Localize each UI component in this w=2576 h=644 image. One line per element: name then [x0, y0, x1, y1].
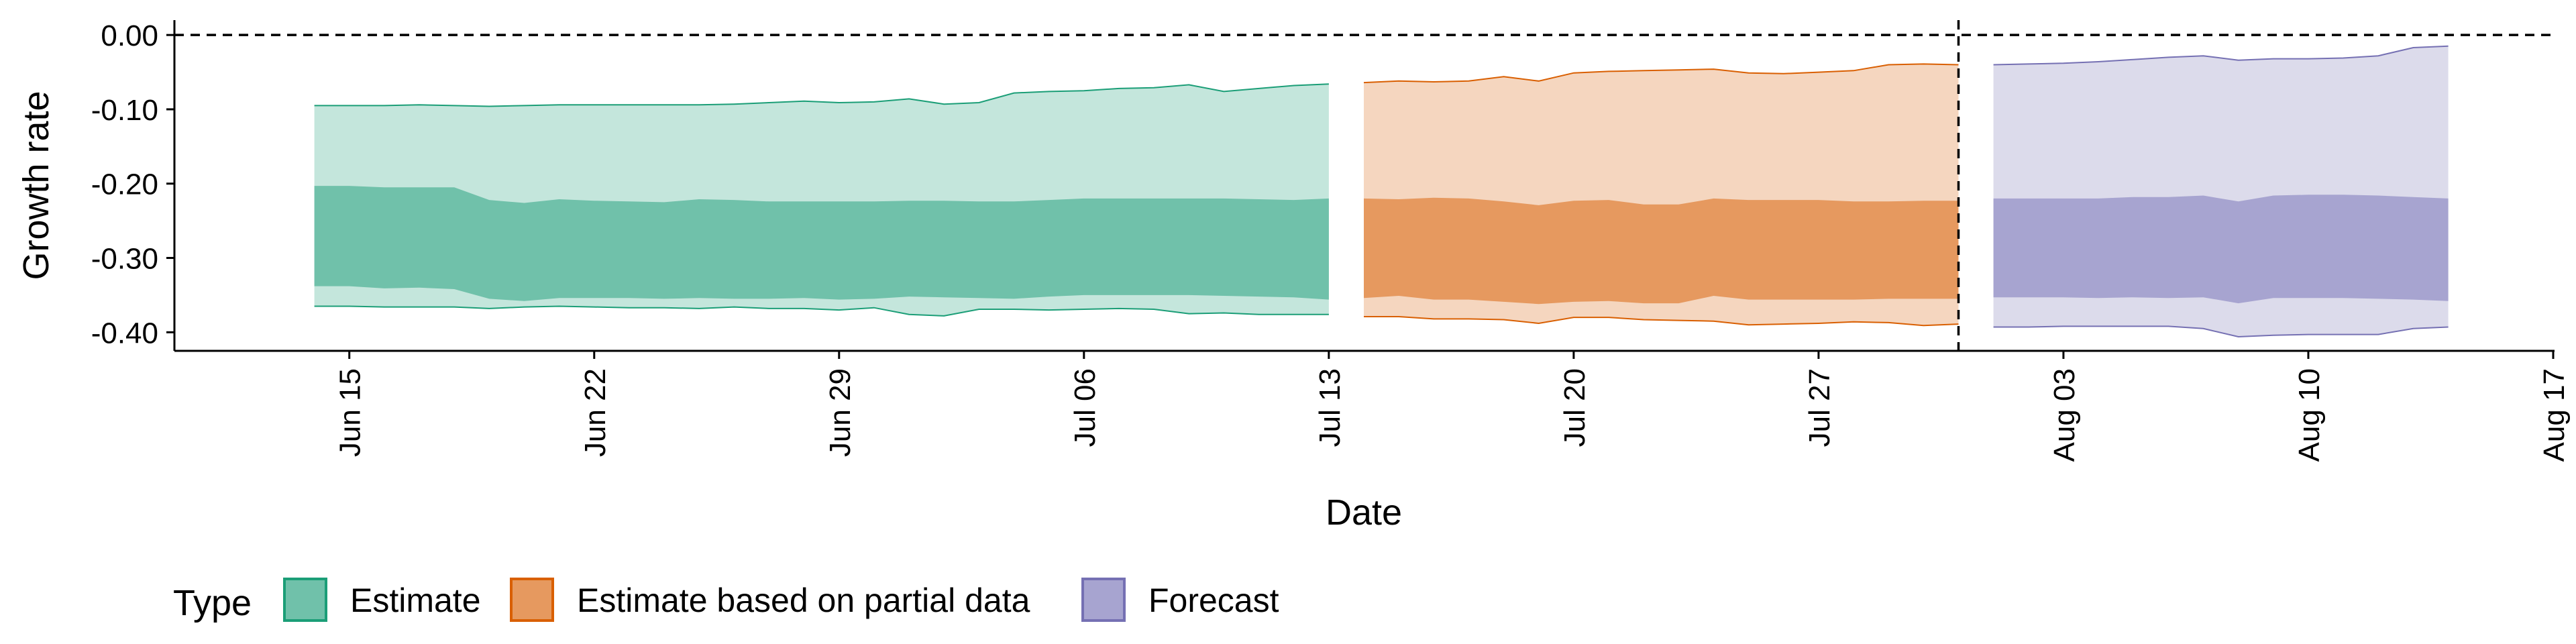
interval-upper-line — [1363, 63, 1959, 84]
y-tick-label: 0.00 — [101, 19, 158, 52]
y-tick-label: -0.20 — [91, 168, 158, 201]
x-tick-label: Jul 20 — [1558, 368, 1591, 447]
legend-title: Type — [173, 583, 252, 623]
interval-upper-line — [1993, 45, 2449, 66]
x-axis-ticks: Jun 15 Jun 22 Jun 29 Jul 06 Jul 13 Jul 20 Jul … — [334, 351, 2571, 462]
legend-entry-label: Estimate — [350, 582, 481, 619]
legend-swatch — [1081, 578, 1126, 622]
x-axis-label: Date — [1326, 492, 1402, 533]
x-tick-label: Jun 15 — [334, 368, 367, 457]
plot-area — [174, 20, 2553, 351]
x-tick-label: Aug 03 — [2048, 368, 2081, 462]
series-2 — [1363, 63, 1959, 327]
x-tick-label: Jul 06 — [1069, 368, 1102, 447]
legend-swatch — [283, 578, 327, 622]
y-tick-label: -0.40 — [91, 317, 158, 350]
x-tick-label: Jun 29 — [824, 368, 857, 457]
interval-inner-band — [314, 186, 1329, 301]
legend-entry-label: Estimate based on partial data — [577, 582, 1030, 619]
axes: 0.00-0.10-0.20-0.30-0.40 Jun 15 Jun 22 Jun… — [16, 19, 2571, 533]
x-tick-label: Aug 17 — [2538, 368, 2571, 462]
y-axis-ticks: 0.00 -0.10 -0.20 -0.30 -0.40 — [91, 19, 174, 350]
y-axis-label: Growth rate — [16, 91, 56, 280]
legend-entry-label: Forecast — [1148, 582, 1279, 619]
interval-lower-line — [1364, 316, 1959, 327]
x-tick-label: Jun 22 — [579, 368, 612, 457]
x-tick-label: Jul 27 — [1803, 368, 1836, 447]
y-tick-label: -0.10 — [91, 94, 158, 127]
interval-lower-line — [1993, 325, 2449, 338]
legend-swatch — [510, 578, 554, 622]
x-tick-label: Aug 10 — [2293, 368, 2326, 462]
series-1 — [314, 83, 1329, 317]
legend: Type Estimate Estimate based on partial d… — [173, 578, 1279, 623]
series-3 — [1993, 45, 2449, 338]
interval-inner-band — [1993, 195, 2449, 304]
interval-inner-band — [1364, 197, 1959, 305]
interval-lower-line — [314, 305, 1329, 317]
y-tick-label: -0.30 — [91, 243, 158, 276]
interval-upper-line — [314, 83, 1329, 107]
x-tick-label: Jul 13 — [1313, 368, 1346, 447]
